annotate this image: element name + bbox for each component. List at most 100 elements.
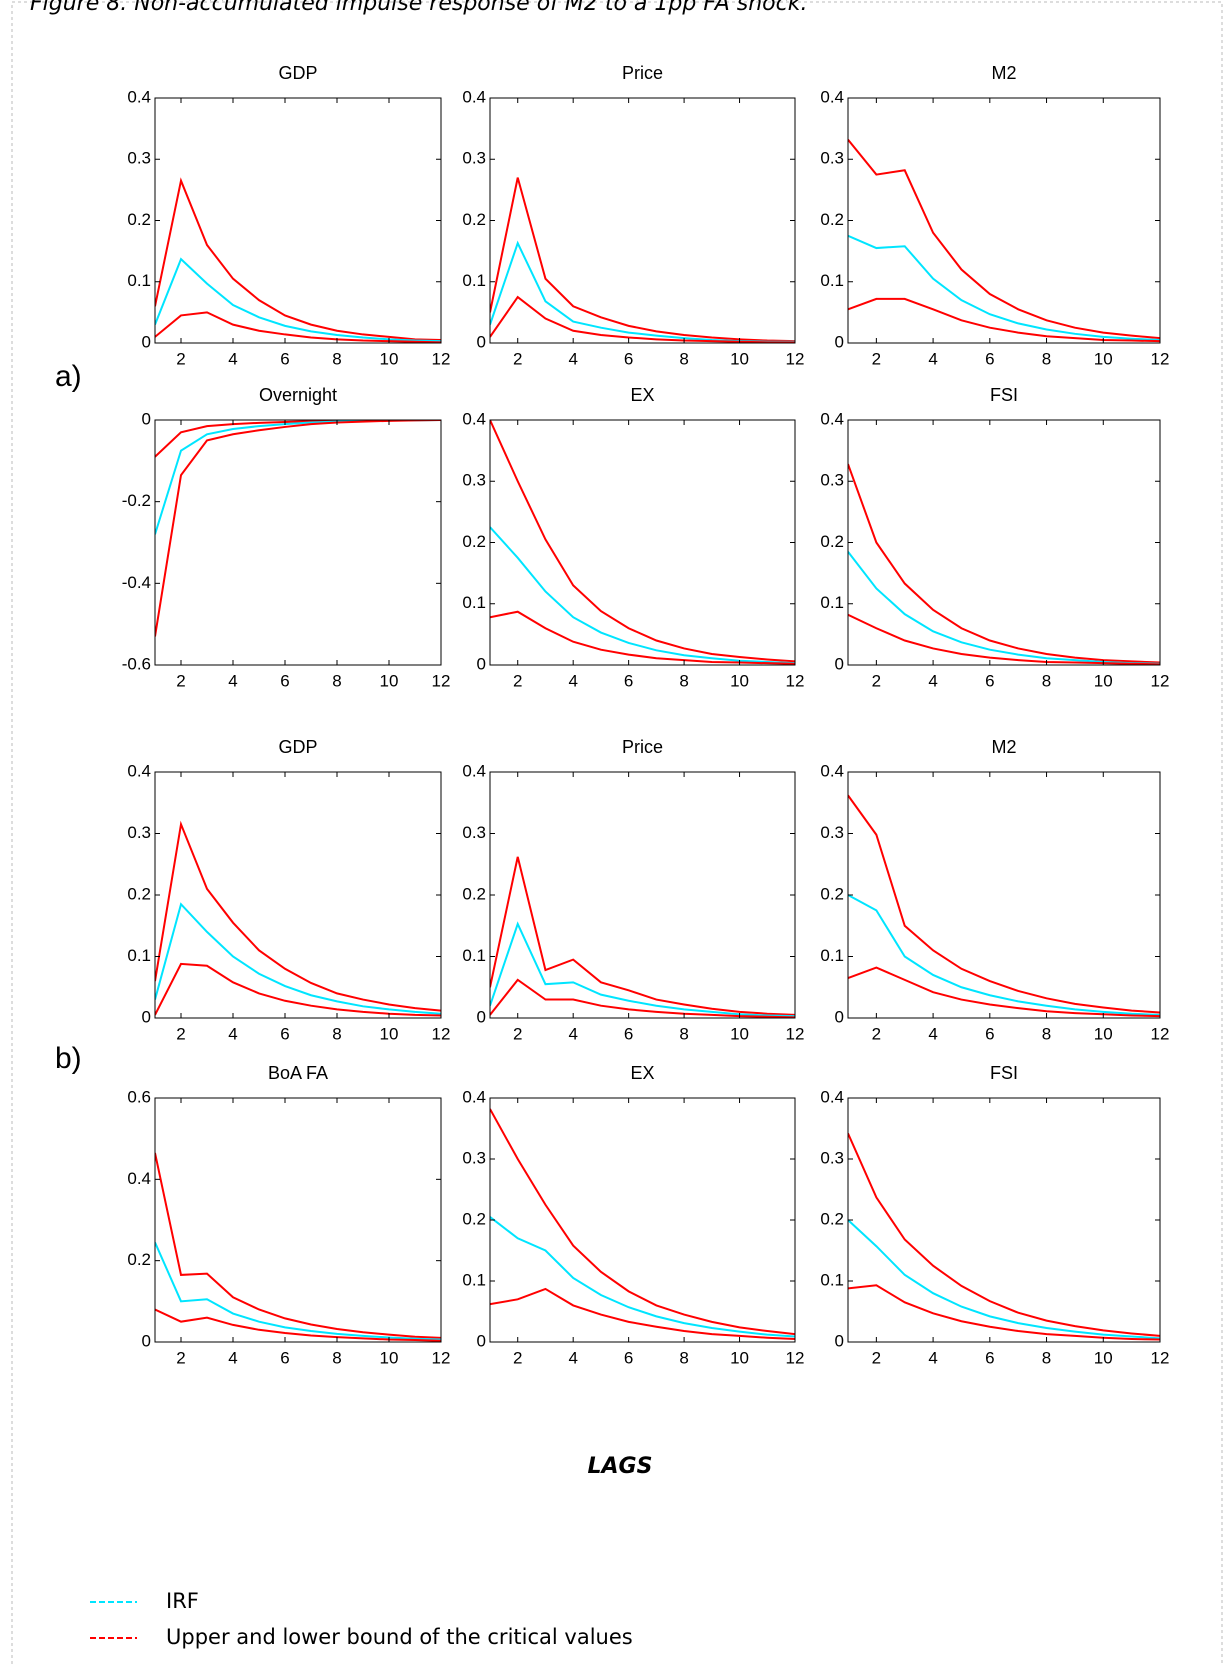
caption: Figure 8. Non-accumulated impulse respon… — [30, 0, 807, 16]
x-tick-label: 12 — [1151, 349, 1170, 368]
x-tick-label: 4 — [228, 349, 237, 368]
x-tick-label: 10 — [380, 1348, 399, 1367]
x-tick-label: 10 — [730, 1348, 749, 1367]
y-tick-label: 0.2 — [462, 884, 486, 903]
series-line — [490, 295, 795, 343]
x-tick-label: 8 — [1042, 1348, 1051, 1367]
subplot: GDP 0 0.1 0.2 0.3 0.4 2 4 6 8 10 12 — [127, 737, 450, 1044]
x-tick-label: 4 — [928, 349, 937, 368]
y-tick-label: 0 — [142, 409, 151, 428]
x-tick-label: 2 — [176, 671, 185, 690]
y-tick-label: 0.1 — [820, 593, 844, 612]
subplot: M2 0 0.1 0.2 0.3 0.4 2 4 6 8 10 12 — [820, 63, 1169, 369]
subplot: BoA FA 0 0.2 0.4 0.6 2 4 6 8 10 12 — [127, 1063, 450, 1368]
y-tick-label: 0.4 — [820, 87, 844, 106]
x-tick-label: 2 — [872, 1024, 881, 1043]
y-tick-label: 0.3 — [462, 471, 486, 490]
subplot-title: GDP — [278, 63, 317, 83]
x-tick-label: 6 — [985, 671, 994, 690]
y-tick-label: 0 — [142, 1007, 151, 1026]
x-tick-label: 8 — [1042, 671, 1051, 690]
subplot-title: Price — [622, 63, 663, 83]
panel-label: b) — [55, 1042, 82, 1075]
x-tick-label: 12 — [786, 1348, 805, 1367]
axes-frame — [154, 419, 442, 666]
series-line — [155, 902, 441, 1015]
series-line — [490, 1108, 795, 1336]
x-tick-label: 8 — [1042, 349, 1051, 368]
subplot: GDP 0 0.1 0.2 0.3 0.4 2 4 6 8 10 12 — [127, 63, 450, 369]
x-tick-label: 4 — [928, 1024, 937, 1043]
y-tick-label: 0.4 — [462, 761, 486, 780]
plot-area — [848, 794, 1160, 1018]
y-tick-label: 0 — [142, 332, 151, 351]
series-line — [155, 1152, 441, 1339]
plot-area — [848, 463, 1160, 665]
y-tick-label: 0 — [835, 1331, 844, 1350]
y-tick-label: 0.4 — [820, 409, 844, 428]
x-tick-label: 4 — [228, 671, 237, 690]
x-tick-label: 12 — [786, 1024, 805, 1043]
x-tick-label: 8 — [679, 671, 688, 690]
x-tick-label: 8 — [1042, 1024, 1051, 1043]
legend-label: IRF — [166, 1589, 199, 1613]
x-tick-label: 2 — [513, 1024, 522, 1043]
y-tick-label: 0.2 — [127, 1250, 151, 1269]
subplot-title: FSI — [990, 385, 1018, 405]
series-line — [155, 1308, 441, 1342]
y-tick-label: 0 — [835, 654, 844, 673]
axes-frame — [847, 419, 1161, 666]
subplot: EX 0 0.1 0.2 0.3 0.4 2 4 6 8 10 12 — [462, 1063, 804, 1368]
page-border — [11, 1, 1223, 1665]
plot-area — [155, 420, 441, 637]
x-tick-label: 6 — [985, 1024, 994, 1043]
y-tick-label: 0.4 — [462, 87, 486, 106]
subplot: Price 0 0.1 0.2 0.3 0.4 2 4 6 8 10 12 — [462, 737, 804, 1044]
series-line — [490, 856, 795, 1016]
subplot: Overnight -0.6 -0.4 -0.2 0 2 4 6 8 10 12 — [122, 385, 451, 691]
x-tick-label: 2 — [872, 349, 881, 368]
axes-frame — [847, 771, 1161, 1019]
x-tick-label: 8 — [332, 671, 341, 690]
plot-area — [155, 820, 441, 1017]
y-tick-label: 0.3 — [462, 1148, 486, 1167]
y-tick-label: 0.1 — [462, 946, 486, 965]
y-tick-label: 0.6 — [127, 1087, 151, 1106]
y-tick-label: 0.2 — [127, 884, 151, 903]
x-tick-label: 4 — [928, 671, 937, 690]
subplot-title: BoA FA — [268, 1063, 328, 1083]
x-tick-label: 10 — [1094, 349, 1113, 368]
y-tick-label: 0.1 — [820, 1270, 844, 1289]
y-tick-label: 0.1 — [127, 946, 151, 965]
series-line — [848, 894, 1160, 1016]
y-tick-label: 0.2 — [127, 210, 151, 229]
x-tick-label: 2 — [513, 349, 522, 368]
y-tick-label: 0.2 — [820, 884, 844, 903]
x-tick-label: 6 — [624, 1348, 633, 1367]
series-line — [848, 234, 1160, 341]
series-line — [155, 962, 441, 1017]
y-tick-label: 0.1 — [462, 593, 486, 612]
x-tick-label: 4 — [928, 1348, 937, 1367]
x-tick-label: 8 — [679, 1348, 688, 1367]
axes-frame — [489, 419, 796, 666]
series-line — [490, 420, 795, 663]
axes-frame — [154, 97, 442, 344]
x-tick-label: 10 — [1094, 1348, 1113, 1367]
x-tick-label: 8 — [332, 349, 341, 368]
y-tick-label: 0 — [477, 1007, 486, 1026]
x-tick-label: 4 — [228, 1024, 237, 1043]
axes-frame — [489, 1097, 796, 1343]
x-tick-label: 4 — [568, 349, 577, 368]
series-line — [490, 921, 795, 1018]
legend-label: Upper and lower bound of the critical va… — [166, 1625, 633, 1649]
y-tick-label: 0.4 — [820, 1087, 844, 1106]
x-tick-label: 6 — [985, 1348, 994, 1367]
y-tick-label: 0 — [835, 1007, 844, 1026]
y-tick-label: 0.4 — [127, 761, 151, 780]
y-tick-label: 0.2 — [820, 1209, 844, 1228]
subplot: FSI 0 0.1 0.2 0.3 0.4 2 4 6 8 10 12 — [820, 385, 1169, 691]
series-line — [155, 177, 441, 341]
